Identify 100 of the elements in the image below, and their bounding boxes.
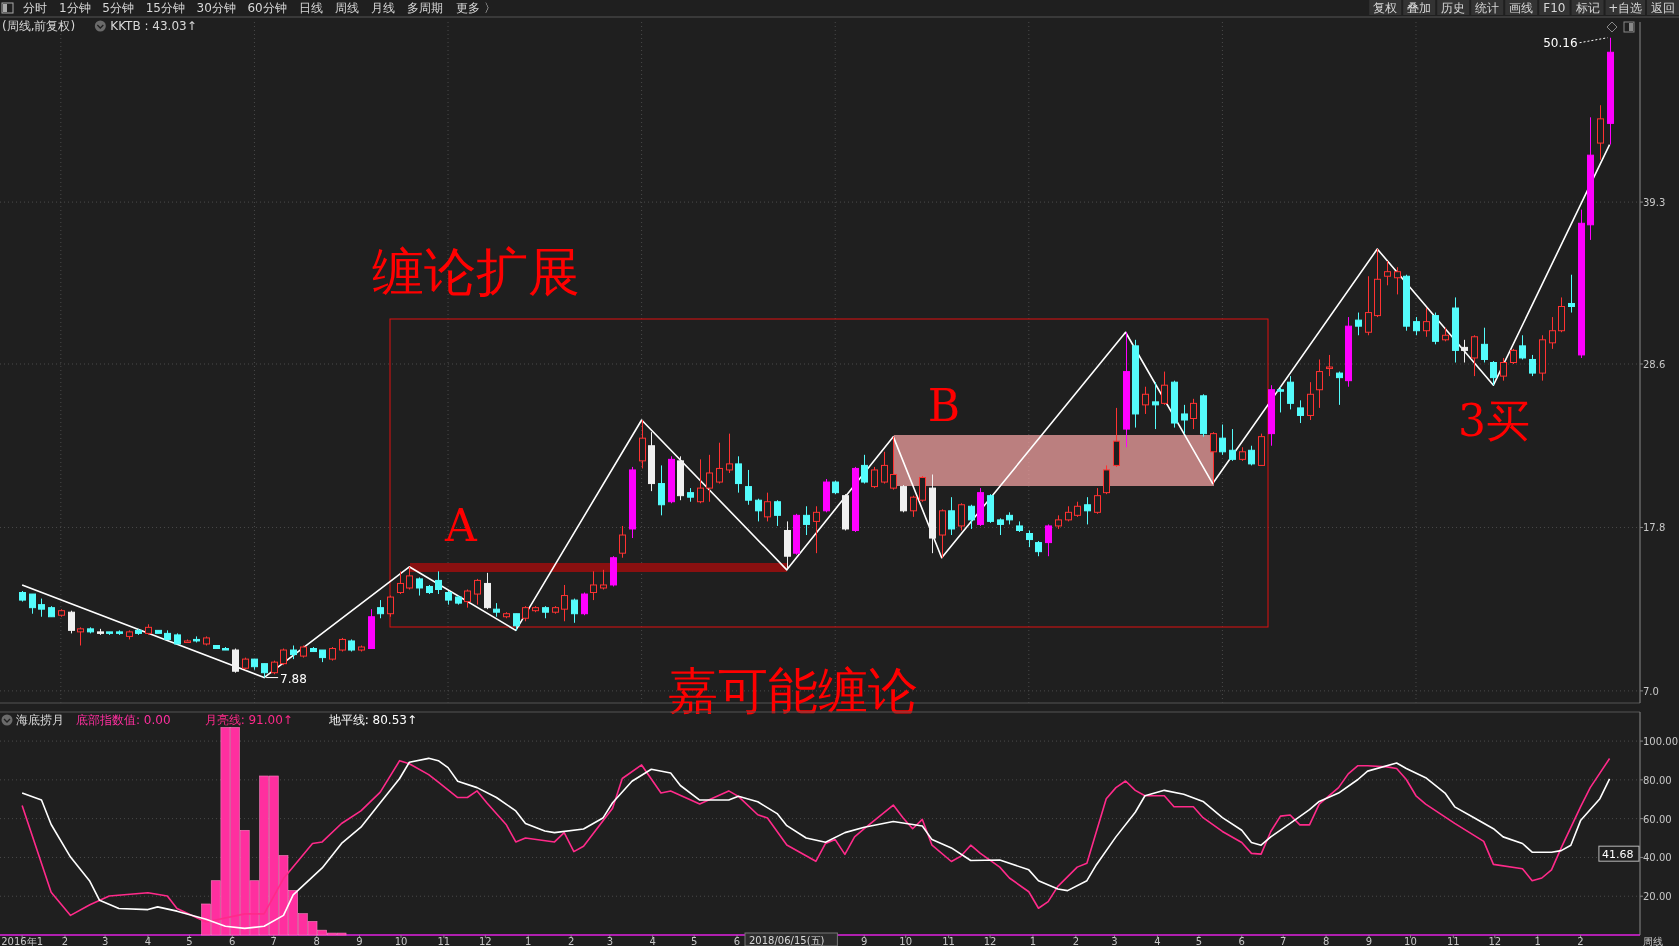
candlestick [1142, 386, 1149, 415]
candlestick [764, 492, 771, 522]
text: 1分钟 [58, 1, 91, 15]
annotation: 41.68 [1601, 848, 1634, 862]
annotation: 7.88 [280, 671, 307, 686]
x-tick-label: 10 [394, 936, 408, 946]
candlestick [745, 469, 752, 506]
x-tick-label: 5 [186, 936, 193, 946]
text: 标记 [1574, 1, 1600, 15]
text: 地平线: 80.53↑ [327, 713, 417, 727]
candlestick [813, 505, 820, 554]
x-tick-label: 11 [1446, 936, 1460, 946]
candlestick [435, 570, 442, 595]
text: 月线 [370, 1, 395, 15]
candlestick [803, 505, 810, 536]
y-tick-label: 40.00 [1643, 852, 1672, 864]
candlestick [1423, 307, 1430, 338]
candlestick [697, 458, 704, 504]
x-tick-label: 1 [1534, 936, 1541, 946]
candlestick [1229, 428, 1236, 462]
candlestick [1568, 274, 1575, 314]
y-tick-label: 20.00 [1643, 891, 1672, 903]
candlestick [1461, 339, 1468, 363]
y-tick-label: 80.00 [1643, 774, 1672, 786]
candlestick [1152, 381, 1159, 430]
candlestick [1355, 312, 1362, 336]
candlestick [861, 454, 868, 485]
x-tick-label: 12 [983, 936, 997, 946]
annotation: (周线,前复权) [2, 19, 76, 33]
candlestick [1500, 357, 1507, 382]
y-tick-label: 39.3 [1643, 197, 1666, 209]
candlestick [416, 576, 423, 597]
chart-title: 海底捞月 [16, 713, 64, 727]
candlestick [1084, 496, 1091, 525]
candlestick [29, 593, 36, 615]
candlestick [706, 454, 713, 503]
candlestick [1094, 487, 1101, 515]
text: F10 [1543, 1, 1566, 15]
x-tick-label: 9 [861, 936, 868, 946]
candlestick [1490, 360, 1497, 386]
candlestick [1287, 375, 1294, 410]
candlestick [735, 455, 742, 494]
candlestick [968, 504, 975, 530]
candlestick [881, 451, 888, 485]
annotation: 3买 [1458, 394, 1530, 446]
x-tick-label: 2 [1072, 936, 1080, 946]
candlestick [755, 498, 762, 522]
candlestick [406, 566, 413, 590]
text: 返回 [1651, 1, 1675, 15]
candlestick [1103, 464, 1110, 495]
candlestick [1190, 398, 1197, 430]
text: 5分钟 [102, 1, 134, 15]
candlestick [1210, 431, 1217, 485]
candlestick [1549, 316, 1556, 350]
x-tick-label: 5 [1195, 936, 1203, 946]
x-tick-label: 2 [61, 936, 69, 946]
text: 底部指数值: 0.00 [76, 713, 171, 727]
x-tick-label: 7 [1280, 936, 1287, 946]
y-tick-label: 28.6 [1643, 359, 1666, 371]
candlestick [1219, 424, 1226, 456]
text: 画线 [1509, 1, 1534, 15]
text: 2018/06/15(五) [749, 935, 825, 946]
x-tick-label: 4 [1154, 936, 1161, 946]
candlestick [232, 648, 239, 674]
x-tick-label: 1 [1029, 936, 1037, 946]
x-tick-label: 5 [690, 936, 698, 946]
candlestick [1336, 371, 1343, 406]
annotation: KKTB : 43.03↑ [110, 19, 197, 33]
annotation: A [444, 499, 479, 551]
x-tick-label: 3 [1111, 936, 1118, 946]
candlestick [571, 598, 578, 624]
text: 统计 [1475, 1, 1500, 15]
candlestick [658, 464, 665, 516]
candlestick [1297, 399, 1304, 424]
x-tick-label: 6 [1238, 936, 1245, 946]
candlestick [1326, 354, 1333, 377]
x-tick-label: 2016年1 [1, 936, 44, 946]
candlestick [958, 502, 965, 531]
candlestick [726, 433, 733, 474]
candlestick [1529, 354, 1536, 377]
x-tick-label: 10 [899, 936, 913, 946]
candlestick [1045, 523, 1052, 557]
candlestick [1307, 381, 1314, 421]
annotation: 50.16 [1543, 35, 1578, 50]
text: 60分钟 [247, 1, 287, 15]
text: 周线 [334, 1, 359, 15]
text: 更多 〉 [456, 1, 497, 15]
text: 15分钟 [145, 1, 185, 15]
text: 叠加 [1407, 1, 1432, 15]
candlestick [871, 466, 878, 489]
text: 历史 [1441, 1, 1466, 15]
candlestick [474, 578, 481, 606]
x-tick-label: 4 [144, 936, 152, 946]
y-tick-label: 60.00 [1643, 813, 1672, 825]
text: +自选 [1608, 1, 1643, 15]
candlestick [377, 599, 384, 619]
x-tick-label: 8 [313, 936, 320, 946]
candlestick [1471, 334, 1478, 377]
text: 复权 [1373, 1, 1398, 15]
text: 日线 [298, 1, 323, 15]
